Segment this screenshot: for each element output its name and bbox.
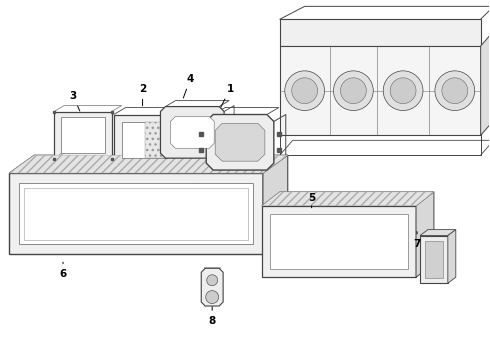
Polygon shape: [19, 183, 253, 244]
Circle shape: [383, 71, 423, 111]
Polygon shape: [448, 230, 456, 283]
Polygon shape: [270, 214, 408, 269]
Polygon shape: [145, 122, 168, 158]
Text: 5: 5: [308, 193, 315, 208]
Polygon shape: [262, 206, 416, 277]
Polygon shape: [9, 173, 263, 255]
Text: 2: 2: [139, 84, 146, 106]
Polygon shape: [161, 107, 224, 158]
Polygon shape: [201, 268, 223, 306]
Polygon shape: [61, 117, 105, 153]
Polygon shape: [481, 31, 490, 135]
Text: 3: 3: [70, 91, 80, 111]
Polygon shape: [54, 147, 71, 159]
Polygon shape: [420, 235, 448, 283]
Text: 1: 1: [220, 84, 234, 110]
Polygon shape: [122, 122, 168, 158]
Text: 4: 4: [183, 74, 194, 98]
Polygon shape: [114, 114, 175, 166]
Circle shape: [285, 71, 324, 111]
Polygon shape: [416, 192, 434, 277]
Text: 6: 6: [59, 262, 67, 279]
Polygon shape: [262, 192, 434, 206]
Polygon shape: [171, 117, 214, 148]
Circle shape: [334, 71, 373, 111]
Circle shape: [341, 78, 367, 104]
Text: 7: 7: [414, 231, 421, 249]
Circle shape: [390, 78, 416, 104]
Polygon shape: [425, 240, 443, 278]
Polygon shape: [9, 155, 288, 173]
Polygon shape: [263, 155, 288, 255]
Polygon shape: [54, 112, 112, 159]
Polygon shape: [206, 114, 274, 170]
Polygon shape: [280, 46, 481, 135]
Polygon shape: [24, 188, 248, 239]
Circle shape: [292, 78, 318, 104]
Polygon shape: [420, 230, 456, 235]
Circle shape: [442, 78, 468, 104]
Polygon shape: [215, 123, 265, 161]
Polygon shape: [280, 19, 481, 46]
Circle shape: [206, 291, 219, 303]
Text: 8: 8: [209, 307, 216, 326]
Circle shape: [207, 275, 218, 286]
Circle shape: [435, 71, 475, 111]
Polygon shape: [9, 155, 288, 173]
Polygon shape: [262, 192, 434, 206]
